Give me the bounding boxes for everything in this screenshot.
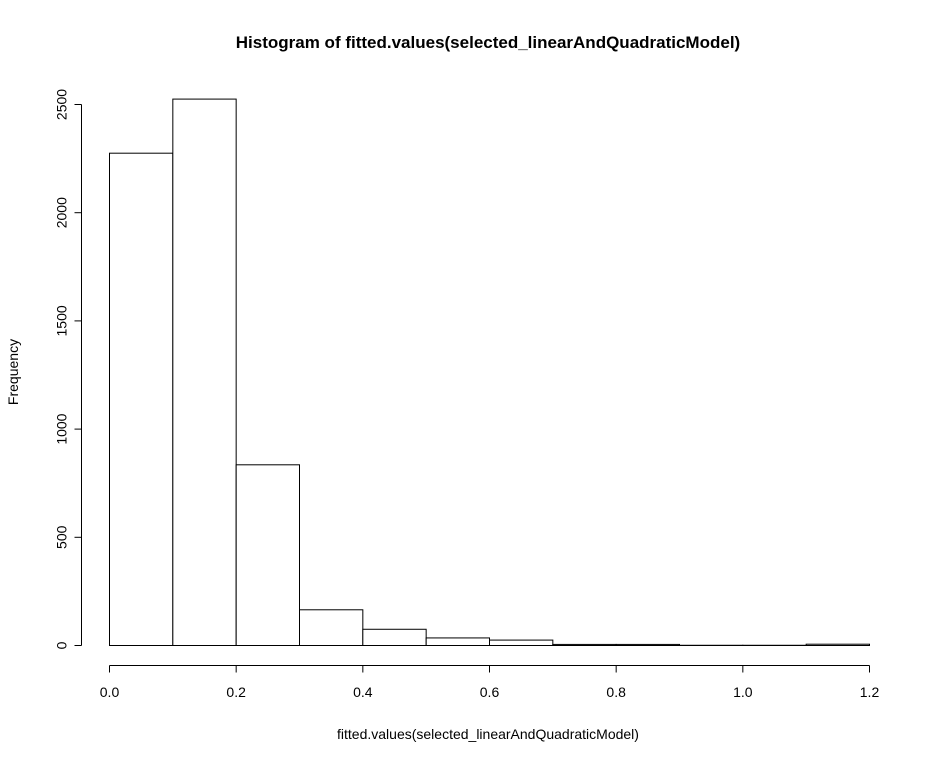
- x-tick-label: 0.8: [606, 684, 626, 700]
- y-tick-label: 0: [54, 641, 70, 649]
- x-tick-label: 0.2: [226, 684, 246, 700]
- histogram-bar-9: [615, 643, 680, 646]
- x-tick-label: 0.0: [100, 684, 120, 700]
- x-tick-label: 0.6: [480, 684, 500, 700]
- histogram-bar-8: [552, 643, 617, 646]
- y-tick-label: 2000: [54, 197, 70, 228]
- histogram-bar-12: [805, 643, 870, 647]
- y-axis: 0 500 1000 1500 2000 2500: [54, 89, 82, 649]
- histogram-bar-7: [489, 639, 554, 647]
- chart-title: Histogram of fitted.values(selected_line…: [236, 33, 740, 52]
- histogram-bar-3: [235, 464, 300, 646]
- y-tick-label: 500: [54, 525, 70, 549]
- x-axis: 0.0 0.2 0.4 0.6 0.8 1.0 1.2: [100, 665, 880, 700]
- x-axis-label: fitted.values(selected_linearAndQuadrati…: [337, 726, 639, 742]
- histogram-bar-4: [299, 609, 364, 646]
- histogram-bar-2: [172, 98, 237, 646]
- x-tick-label: 0.4: [353, 684, 373, 700]
- y-tick-label: 1500: [54, 305, 70, 336]
- bars-group: [109, 98, 870, 647]
- y-axis-label: Frequency: [5, 339, 21, 405]
- x-tick-label: 1.0: [733, 684, 753, 700]
- x-tick-label: 1.2: [860, 684, 880, 700]
- histogram-bar-6: [425, 637, 491, 646]
- histogram-bar-5: [362, 628, 427, 647]
- histogram-bar-1: [109, 152, 174, 646]
- y-tick-label: 2500: [54, 89, 70, 120]
- y-tick-label: 1000: [54, 413, 70, 444]
